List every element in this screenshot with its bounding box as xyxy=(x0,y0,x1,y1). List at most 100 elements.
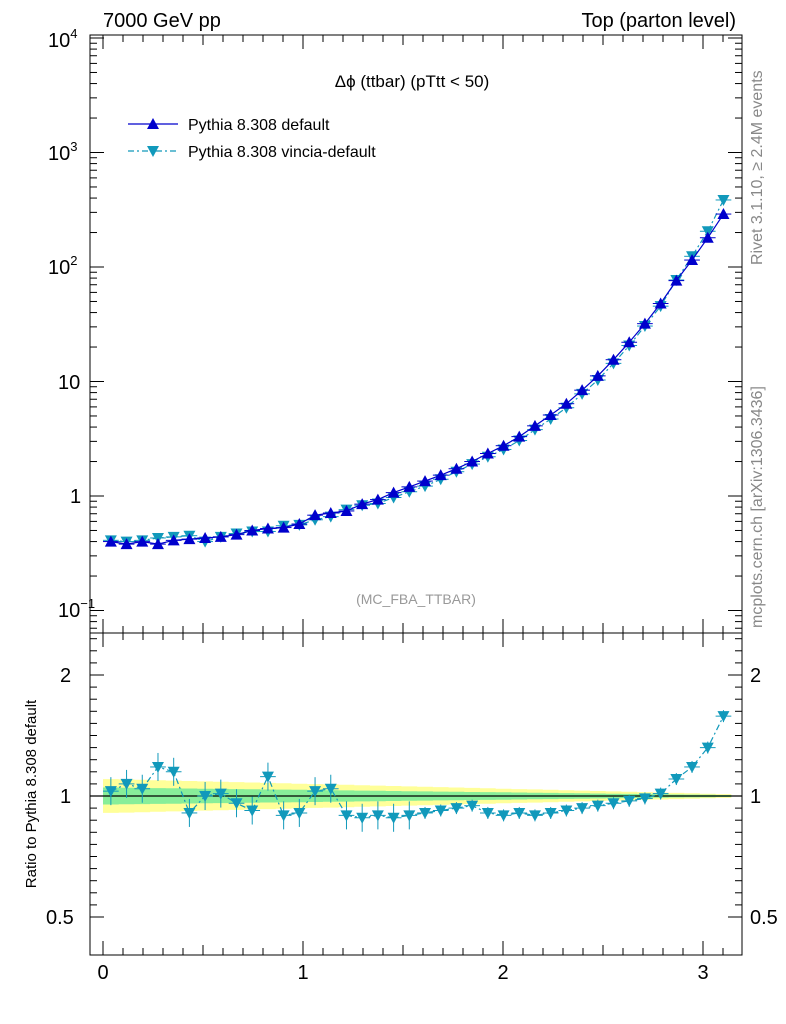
plot-title: Δϕ (ttbar) (pTtt < 50) xyxy=(335,72,490,91)
default-point xyxy=(466,455,479,467)
ratio-point xyxy=(544,807,557,819)
ratio-point xyxy=(481,807,494,819)
ytick-label-1000: 103 xyxy=(48,139,77,165)
ratio-point xyxy=(576,803,589,815)
xtick-label-3: 3 xyxy=(697,962,708,984)
ratio-point xyxy=(104,786,117,798)
default-point xyxy=(104,535,117,547)
default-point xyxy=(324,507,337,519)
ratio-point xyxy=(607,798,620,810)
legend-marker-vincia xyxy=(147,146,159,157)
legend: Pythia 8.308 default Pythia 8.308 vincia… xyxy=(128,117,376,161)
ratio-point xyxy=(419,807,432,819)
default-point xyxy=(183,533,196,545)
default-point xyxy=(607,353,620,365)
default-point xyxy=(403,480,416,492)
ratio-point xyxy=(654,788,667,800)
ytick-label-100: 102 xyxy=(48,253,77,279)
ratio-point xyxy=(717,711,730,723)
ytick-label-10000: 104 xyxy=(48,26,77,52)
ratio-ytick-label-1-left: 1 xyxy=(60,786,71,808)
ratio-point xyxy=(623,795,636,807)
header-right: Top (parton level) xyxy=(581,10,736,32)
vincia-line xyxy=(110,199,725,543)
default-point xyxy=(450,462,463,474)
ratio-point xyxy=(670,774,683,786)
ratio-point xyxy=(183,807,196,819)
xtick-label-0: 0 xyxy=(97,962,108,984)
ratio-point xyxy=(340,810,353,822)
ratio-point xyxy=(513,807,526,819)
ratio-point xyxy=(136,783,149,795)
default-point xyxy=(293,517,306,529)
ratio-plot-frame xyxy=(89,632,743,956)
default-point xyxy=(638,317,651,329)
default-point xyxy=(356,498,369,510)
default-point xyxy=(513,430,526,442)
default-point xyxy=(686,254,699,266)
default-point xyxy=(136,535,149,547)
ratio-point xyxy=(403,810,416,822)
default-point xyxy=(670,274,683,286)
default-line xyxy=(110,213,725,545)
ratio-line xyxy=(110,715,725,819)
default-point xyxy=(717,208,730,220)
analysis-watermark: (MC_FBA_TTBAR) xyxy=(356,591,476,607)
ratio-point xyxy=(497,810,510,822)
default-point xyxy=(497,439,510,451)
default-point xyxy=(701,231,714,243)
ratio-point xyxy=(387,812,400,824)
ratio-point xyxy=(371,810,384,822)
ratio-point xyxy=(324,783,337,795)
mcplots-credit: mcplots.cern.ch [arXiv:1306.3436] xyxy=(749,386,766,628)
default-point xyxy=(199,531,212,543)
default-point xyxy=(230,528,243,540)
default-point xyxy=(528,419,541,431)
ratio-point xyxy=(277,810,290,822)
ratio-point xyxy=(309,786,322,798)
ratio-point xyxy=(528,810,541,822)
default-point xyxy=(434,469,447,481)
default-point xyxy=(544,408,557,420)
ratio-point xyxy=(199,791,212,802)
ratio-series-layer xyxy=(103,710,732,832)
default-point xyxy=(560,397,573,409)
default-point xyxy=(591,369,604,381)
ratio-point xyxy=(356,812,369,824)
legend-label-vincia: Pythia 8.308 vincia-default xyxy=(188,144,376,161)
ratio-ytick-label-1-right: 1 xyxy=(750,786,761,808)
default-point xyxy=(654,297,667,309)
default-point xyxy=(151,538,164,550)
ratio-ytick-label-0.5-left: 0.5 xyxy=(46,907,74,929)
ratio-point xyxy=(293,807,306,819)
ratio-point xyxy=(230,798,243,810)
default-point xyxy=(277,521,290,533)
header-left: 7000 GeV pp xyxy=(103,10,221,32)
ratio-point xyxy=(214,788,227,800)
rivet-info: Rivet 3.1.10, ≥ 2.4M events xyxy=(749,70,766,265)
default-point xyxy=(309,509,322,521)
ratio-ytick-label-2-left: 2 xyxy=(60,665,71,687)
ytick-label-0.1: 10−1 xyxy=(58,596,95,622)
main-yaxis-ticks xyxy=(90,35,742,633)
ytick-label-10: 10 xyxy=(58,372,80,394)
ytick-label-1: 1 xyxy=(70,486,81,508)
legend-label-default: Pythia 8.308 default xyxy=(188,117,330,134)
default-point xyxy=(481,447,494,459)
default-point xyxy=(371,493,384,505)
ratio-point xyxy=(246,805,259,817)
ratio-point xyxy=(638,793,651,805)
ratio-point xyxy=(167,766,180,778)
ratio-point xyxy=(466,800,479,812)
vincia-point xyxy=(717,194,730,206)
ratio-point xyxy=(560,805,573,817)
ratio-point xyxy=(591,800,604,812)
default-point xyxy=(261,522,274,534)
default-point xyxy=(340,504,353,516)
ratio-point xyxy=(450,803,463,815)
default-point xyxy=(576,384,589,396)
xtick-label-1: 1 xyxy=(297,962,308,984)
main-series-layer xyxy=(103,194,732,550)
ratio-point xyxy=(151,761,164,773)
